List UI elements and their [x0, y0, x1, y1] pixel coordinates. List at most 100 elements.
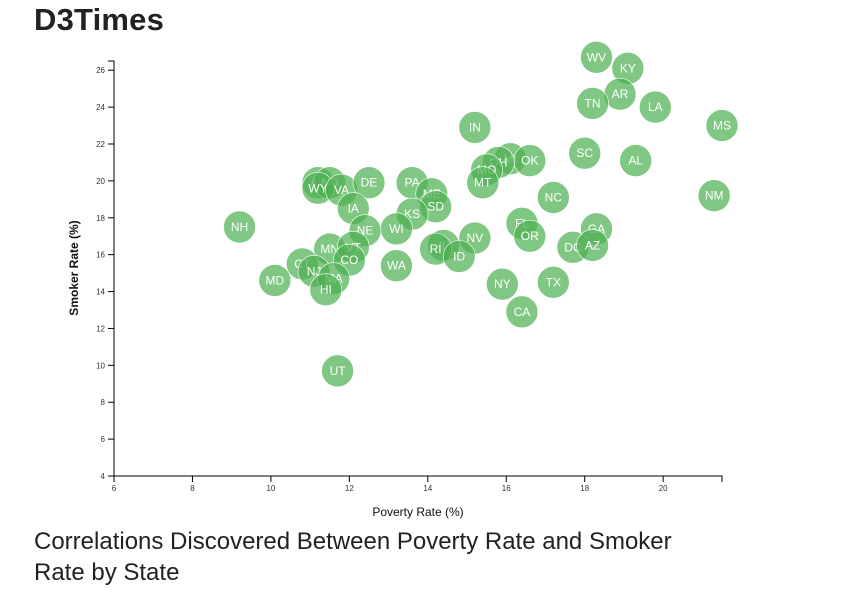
x-axis-title: Poverty Rate (%) [372, 505, 463, 519]
data-points: WVKYARTNLAMSINSCALMIOKOHMOMTNMNCAKNDWYVA… [223, 41, 739, 388]
state-label: TN [585, 96, 601, 110]
state-point-or[interactable]: OR [513, 219, 547, 253]
state-circle[interactable] [537, 181, 570, 214]
state-label: VA [334, 183, 349, 197]
y-tick-label: 14 [96, 288, 105, 297]
state-point-ny[interactable]: NY [486, 267, 519, 301]
state-point-ar[interactable]: AR [603, 77, 637, 111]
y-tick-label: 12 [96, 324, 105, 333]
state-circle[interactable] [619, 144, 653, 177]
state-point-wi[interactable]: WI [380, 212, 413, 246]
state-point-in[interactable]: IN [458, 111, 492, 144]
state-label: NH [231, 220, 248, 234]
y-axis: 4 6 8 10 12 14 16 18 20 22 24 26 [96, 60, 115, 481]
state-point-wa[interactable]: WA [380, 249, 413, 283]
state-circle[interactable] [576, 229, 609, 262]
x-tick-label: 14 [423, 484, 432, 493]
y-tick-label: 8 [101, 398, 106, 407]
state-point-id[interactable]: ID [442, 240, 476, 273]
chart-subtitle: Correlations Discovered Between Poverty … [34, 528, 672, 586]
state-label: AR [612, 87, 629, 101]
state-point-wv[interactable]: WV [580, 41, 613, 74]
state-label: KY [620, 61, 636, 75]
state-point-md[interactable]: MD [258, 264, 292, 297]
state-label: IA [348, 202, 359, 216]
state-label: HI [320, 283, 332, 297]
y-tick-label: 10 [96, 361, 105, 370]
state-label: WI [389, 222, 404, 236]
state-point-sc[interactable]: SC [568, 136, 602, 170]
state-label: IN [469, 120, 481, 134]
state-point-wy[interactable]: WY [301, 171, 335, 205]
state-label: RI [430, 242, 442, 256]
state-point-ut[interactable]: UT [321, 354, 354, 388]
x-tick-label: 12 [345, 484, 354, 493]
state-label: NV [467, 231, 484, 245]
state-point-nh[interactable]: NH [223, 210, 256, 244]
y-tick-label: 6 [101, 435, 106, 444]
y-tick-label: 4 [101, 472, 106, 481]
state-label: WY [308, 181, 327, 195]
state-label: NY [494, 277, 511, 291]
state-circle[interactable] [380, 249, 413, 283]
state-circle[interactable] [321, 354, 354, 388]
state-label: DE [361, 176, 378, 190]
state-point-de[interactable]: DE [352, 166, 386, 200]
state-circle[interactable] [705, 109, 739, 142]
y-tick-label: 16 [96, 251, 105, 260]
state-circle[interactable] [458, 111, 492, 144]
state-point-ms[interactable]: MS [705, 109, 739, 142]
state-point-nm[interactable]: NM [697, 179, 731, 212]
y-tick-label: 20 [96, 177, 105, 186]
state-label: SC [576, 146, 593, 160]
state-point-mt[interactable]: MT [466, 166, 500, 200]
state-point-nc[interactable]: NC [537, 181, 570, 214]
x-tick-label: 10 [266, 484, 275, 493]
state-circle[interactable] [697, 179, 731, 212]
y-axis-title: Smoker Rate (%) [67, 220, 81, 315]
state-label: NJ [307, 264, 322, 278]
state-label: LA [648, 100, 663, 114]
state-circle[interactable] [568, 136, 602, 170]
state-label: NM [705, 189, 724, 203]
state-circle[interactable] [486, 267, 519, 301]
state-circle[interactable] [505, 295, 539, 329]
state-label: WA [387, 259, 406, 273]
state-circle[interactable] [576, 87, 609, 120]
state-circle[interactable] [258, 264, 292, 297]
state-circle[interactable] [639, 90, 672, 124]
x-tick-label: 8 [190, 484, 195, 493]
state-label: AZ [585, 238, 600, 252]
state-label: ID [453, 250, 465, 264]
state-point-ca[interactable]: CA [505, 295, 539, 329]
x-tick-label: 20 [659, 484, 668, 493]
x-axis: 6 8 10 12 14 16 18 20 [112, 475, 723, 493]
state-circle[interactable] [442, 240, 476, 273]
y-tick-label: 18 [96, 214, 105, 223]
state-point-az[interactable]: AZ [576, 229, 609, 262]
state-label: WV [587, 50, 606, 64]
state-circle[interactable] [537, 266, 570, 299]
state-circle[interactable] [352, 166, 386, 200]
state-point-ok[interactable]: OK [513, 144, 547, 177]
state-circle[interactable] [466, 166, 500, 200]
state-circle[interactable] [513, 219, 547, 253]
state-point-la[interactable]: LA [639, 90, 672, 124]
x-tick-label: 18 [580, 484, 589, 493]
state-label: SD [427, 200, 444, 214]
state-label: MN [320, 242, 339, 256]
state-label: MT [474, 176, 492, 190]
y-tick-label: 26 [96, 66, 105, 75]
state-point-tn[interactable]: TN [576, 87, 609, 120]
state-label: OK [521, 154, 538, 168]
state-circle[interactable] [580, 41, 613, 74]
state-point-tx[interactable]: TX [537, 266, 570, 299]
state-point-al[interactable]: AL [619, 144, 653, 177]
state-circle[interactable] [223, 210, 256, 244]
state-label: CA [514, 305, 531, 319]
state-point-hi[interactable]: HI [309, 273, 343, 307]
y-axis-line [108, 60, 115, 477]
x-tick-label: 6 [112, 484, 117, 493]
state-circle[interactable] [309, 273, 343, 307]
